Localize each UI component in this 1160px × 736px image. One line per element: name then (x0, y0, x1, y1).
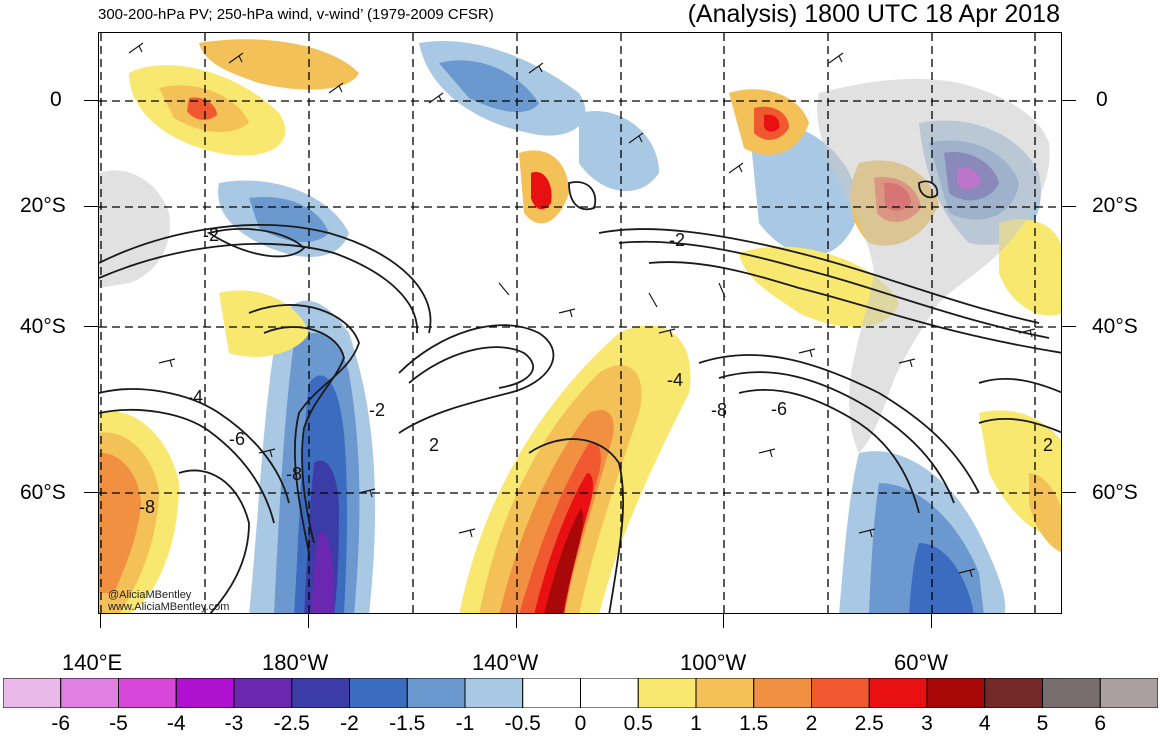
contour-label: -6 (771, 399, 787, 419)
colorbar-tick-label: 4 (978, 712, 991, 735)
lat-label-left: 0 (50, 88, 62, 111)
credit-website: www.AliciaMBentley.com (108, 601, 230, 613)
colorbar-swatch (811, 678, 870, 708)
colorbar-tick-label: -0.5 (504, 712, 541, 735)
colorbar-tick-label: -4 (166, 712, 186, 735)
lat-label-right: 20°S (1092, 194, 1138, 217)
colorbar-swatch (753, 678, 812, 708)
colorbar-swatch (695, 678, 755, 708)
contour-label: 2 (429, 435, 439, 455)
colorbar-tick-label: 5 (1036, 712, 1049, 735)
map-title: (Analysis) 1800 UTC 18 Apr 2018 (687, 0, 1060, 28)
colorbar-tick-label: 0.5 (623, 712, 653, 735)
lon-label: 180°W (262, 650, 329, 675)
colorbar-swatch (580, 678, 639, 708)
contour-label: -8 (286, 464, 302, 484)
lat-label-left: 20°S (20, 194, 66, 217)
colorbar-tick-label: -2.5 (273, 712, 310, 735)
graticule (99, 33, 1061, 613)
map-panel: -2 -2 -4 -6 -8 -8 -2 2 -4 -6 -8 2 (98, 32, 1062, 614)
colorbar-tick-label: -6 (51, 712, 71, 735)
contour-label: 2 (1043, 435, 1053, 455)
lat-label-right: 0 (1096, 88, 1108, 111)
colorbar-swatch (984, 678, 1043, 708)
map-subtitle: 300-200-hPa PV; 250-hPa wind, v-wind’ (1… (98, 6, 494, 23)
contour-label: -4 (667, 370, 683, 390)
colorbar-swatch (175, 678, 235, 708)
lat-label-right: 60°S (1092, 481, 1138, 504)
colorbar-tick-label: 0 (574, 712, 587, 735)
lat-label-left: 60°S (20, 481, 66, 504)
colorbar-tick-label: -3 (224, 712, 244, 735)
lat-label-left: 40°S (20, 315, 66, 338)
contour-label: -2 (369, 400, 385, 420)
colorbar-swatch (926, 678, 986, 708)
lon-label: 100°W (680, 650, 747, 675)
wind-barbs (128, 42, 1036, 578)
colorbar-tick-label: 3 (921, 712, 933, 735)
colorbar-tick-label: 1 (690, 712, 702, 735)
credit-handle: @AliciaMBentley (108, 589, 192, 601)
colorbar-swatch (1099, 678, 1158, 708)
lat-label-right: 40°S (1092, 315, 1138, 338)
colorbar-tick-label: -1.5 (389, 712, 426, 735)
colorbar-tick-label: 2 (805, 712, 818, 735)
pv-shading (99, 39, 1061, 613)
vwind-contours (99, 180, 1061, 613)
colorbar (3, 678, 1158, 708)
colorbar-swatch (349, 678, 408, 708)
contour-label: -4 (187, 387, 203, 407)
contour-label: -8 (711, 400, 727, 420)
colorbar-swatch (464, 678, 524, 708)
colorbar-tick-label: 1.5 (739, 712, 769, 735)
lon-label: 140°W (472, 650, 539, 675)
lon-label: 60°W (894, 650, 949, 675)
colorbar-swatch (291, 678, 350, 708)
colorbar-swatch (1042, 678, 1101, 708)
colorbar-swatch (233, 678, 293, 708)
colorbar-swatch (118, 678, 177, 708)
colorbar-tick-label: -2 (340, 712, 359, 735)
contour-labels: -2 -2 -4 -6 -8 -8 -2 2 -4 -6 -8 2 (139, 225, 1053, 517)
colorbar-tick-label: 6 (1094, 712, 1107, 735)
colorbar-tick-label: -5 (109, 712, 128, 735)
colorbar-swatch (522, 678, 581, 708)
colorbar-swatch (60, 678, 119, 708)
map-canvas: -2 -2 -4 -6 -8 -8 -2 2 -4 -6 -8 2 (99, 33, 1061, 613)
colorbar-tick-label: -1 (455, 712, 475, 735)
lon-label: 140°E (62, 650, 123, 675)
contour-label: -8 (139, 497, 155, 517)
contour-label: -2 (203, 225, 219, 245)
colorbar-swatch (868, 678, 928, 708)
colorbar-swatch (406, 678, 466, 708)
contour-label: -6 (229, 429, 245, 449)
contour-label: -2 (669, 230, 685, 250)
colorbar-tick-label: 2.5 (854, 712, 884, 735)
colorbar-swatch (3, 678, 62, 708)
colorbar-swatch (637, 678, 697, 708)
